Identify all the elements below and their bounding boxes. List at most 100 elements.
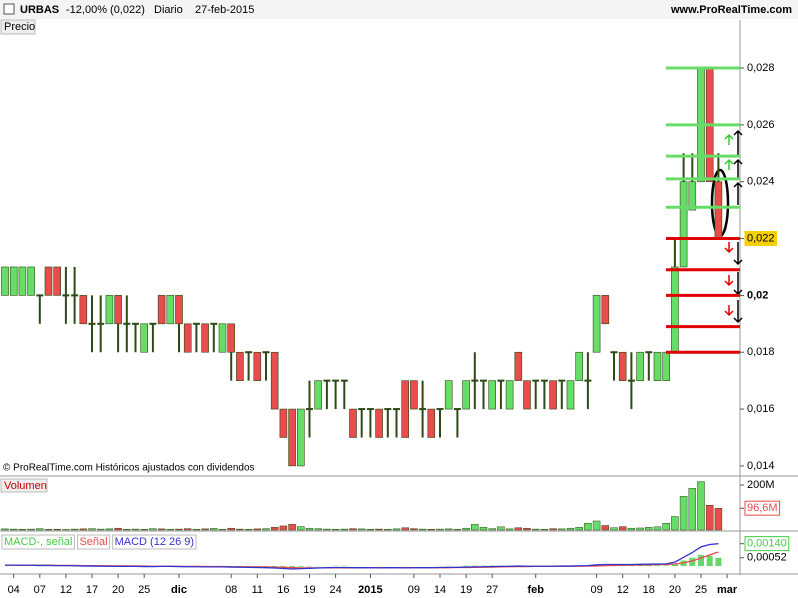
volume-bar [88, 528, 96, 531]
tick-highlight [744, 230, 778, 246]
arrow-down [733, 300, 743, 324]
candle-body [236, 351, 244, 381]
volume-bar [444, 528, 453, 531]
period: Diario [154, 4, 183, 16]
candle-body [505, 380, 514, 410]
candle-body [157, 295, 166, 325]
candle-body [488, 380, 497, 410]
volume-bar [27, 528, 35, 531]
volume-bar [210, 528, 218, 531]
histogram-bar [698, 554, 704, 567]
candle-body [1, 266, 9, 296]
candle-body [183, 323, 192, 353]
y-tick-label: 0,022 [747, 232, 775, 244]
volume-bar [505, 528, 514, 531]
x-tick-label: 09 [408, 584, 420, 596]
arrow-down [724, 242, 734, 254]
volume-bar [314, 528, 322, 531]
volume-bar [453, 529, 462, 531]
candle-body [462, 380, 470, 410]
x-tick-label: 07 [34, 584, 46, 596]
histogram-bar [637, 565, 644, 567]
y-tick-label: 0,014 [747, 460, 775, 472]
y-tick-label: 96,6M [747, 502, 778, 514]
volume-bar [79, 528, 88, 531]
panel-tab [0, 478, 48, 493]
arrow-up [724, 133, 734, 145]
x-tick-label: 12 [617, 584, 629, 596]
volume-bar [584, 522, 592, 531]
candle-body [444, 380, 453, 410]
x-tick-label: 16 [277, 584, 289, 596]
panel-tab[interactable] [0, 19, 36, 35]
volume-bar [140, 529, 148, 531]
y-tick-label: 0,028 [747, 62, 775, 74]
x-tick-label: 19 [460, 584, 472, 596]
candle-body [714, 181, 723, 239]
y-tick-label: 0,00052 [747, 552, 787, 564]
volume-bar [471, 524, 479, 531]
volume-bar [114, 527, 122, 531]
volume-bar [53, 529, 61, 531]
x-tick-label: mar [717, 584, 738, 596]
panel-label: Precio [4, 21, 35, 33]
volume-bar [627, 527, 636, 531]
candle-body [662, 351, 671, 381]
arrow-up [733, 158, 743, 180]
volume-bar [479, 527, 488, 531]
symbol-icon[interactable] [3, 3, 15, 15]
x-tick-label: 19 [303, 584, 315, 596]
site: www.ProRealTime.com [670, 4, 792, 16]
volume-bar [123, 529, 131, 531]
volume-bar [105, 528, 114, 531]
volume-bar [688, 488, 697, 531]
candle-body [253, 351, 262, 381]
volume-bar [497, 526, 505, 531]
y-tick-label: 0,018 [747, 346, 775, 358]
volume-bar [96, 528, 105, 531]
candle-body [18, 266, 27, 296]
volume-bar [166, 529, 175, 531]
histogram-bar [715, 557, 722, 567]
arrow-down [724, 275, 734, 287]
volume-bar [697, 481, 705, 531]
volume-bar [305, 527, 314, 531]
volume-bar [157, 528, 166, 531]
arrow-down [733, 242, 743, 266]
arrow-up [733, 129, 743, 155]
candle-body [410, 380, 418, 410]
candle-body [679, 181, 688, 268]
volume-bar [201, 528, 209, 531]
candle-body [592, 295, 601, 353]
candle-body [349, 408, 357, 438]
volume-bar [671, 516, 679, 531]
volume-bar [523, 527, 531, 531]
candle-body [79, 295, 88, 325]
volume-bar [645, 527, 653, 531]
volume-bar [610, 527, 618, 531]
volume-bar [575, 527, 583, 531]
panel-label: Volumen [4, 480, 47, 492]
candle-body [140, 323, 148, 353]
volume-bar [270, 527, 279, 531]
volume-bar [705, 504, 714, 531]
histogram-bar [654, 565, 661, 567]
volume-bar [488, 528, 496, 531]
candle-body [427, 408, 436, 438]
candle-body [175, 295, 183, 325]
y-tick-label: 0,026 [747, 119, 775, 131]
histogram-bar [280, 566, 287, 568]
volume-bar [175, 528, 183, 531]
y-tick-label: 200M [747, 479, 775, 491]
x-tick-label: 27 [486, 584, 498, 596]
symbol: URBAS [20, 4, 59, 16]
legend-box [76, 534, 111, 550]
volume-bar [183, 528, 192, 531]
volume-bar [410, 528, 418, 531]
x-tick-label: 25 [695, 584, 707, 596]
arrow-up [724, 158, 734, 170]
x-tick-label: 04 [8, 584, 20, 596]
x-tick-label: 18 [643, 584, 655, 596]
volume-bar [288, 524, 296, 531]
y-tick-label: 0,02 [747, 289, 768, 301]
